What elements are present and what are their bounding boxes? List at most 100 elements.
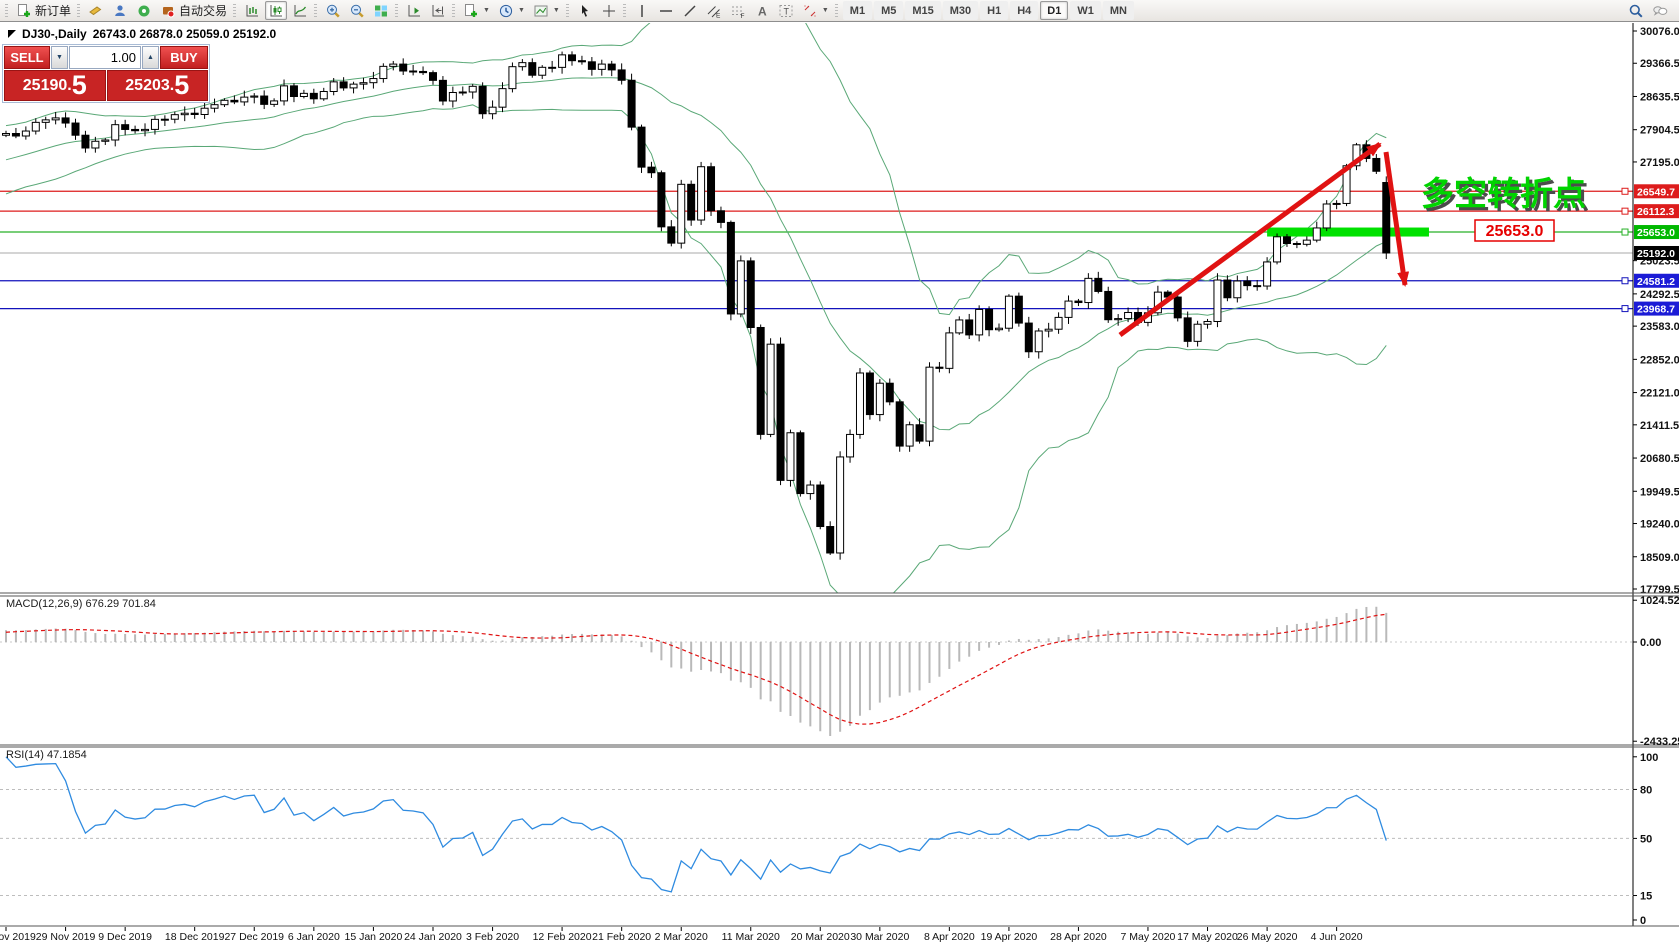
- date-tick-label[interactable]: 7 May 2020: [1121, 931, 1176, 943]
- crosshair-button[interactable]: [598, 1, 620, 20]
- svg-text:E: E: [716, 12, 721, 19]
- date-tick-label[interactable]: 15 Jan 2020: [345, 931, 403, 943]
- one-click-collapse-icon[interactable]: [8, 30, 16, 38]
- date-tick-label[interactable]: 26 May 2020: [1237, 931, 1298, 943]
- date-tick-label[interactable]: 3 Feb 2020: [466, 931, 519, 943]
- date-tick-label[interactable]: 18 Dec 2019: [165, 931, 225, 943]
- vertical-line-button[interactable]: [631, 1, 653, 20]
- tile-windows-button[interactable]: [370, 1, 392, 20]
- date-tick-label[interactable]: 27 Dec 2019: [224, 931, 284, 943]
- candles-layer: [2, 51, 1391, 560]
- auto-scroll-button[interactable]: [427, 1, 449, 20]
- candlestick: [1014, 292, 1023, 327]
- candle-chart-button[interactable]: [265, 1, 288, 20]
- candlestick: [1004, 294, 1013, 332]
- date-tick-label[interactable]: 21 Feb 2020: [592, 931, 651, 943]
- candlestick: [150, 115, 159, 135]
- zoom-out-button[interactable]: [346, 1, 368, 20]
- line-handle[interactable]: [1621, 207, 1629, 215]
- volume-decrease-button[interactable]: ▼: [51, 46, 68, 69]
- timeframe-m30-button[interactable]: M30: [942, 1, 979, 20]
- trendline-button[interactable]: [679, 1, 701, 20]
- line-chart-button[interactable]: [289, 1, 311, 20]
- chart-shift-button[interactable]: [403, 1, 425, 20]
- line-handle[interactable]: [1621, 228, 1629, 236]
- date-tick-label[interactable]: 29 Nov 2019: [36, 931, 96, 943]
- search-button[interactable]: [1625, 1, 1647, 20]
- text-label-button[interactable]: T: [775, 1, 797, 20]
- chat-button[interactable]: [1649, 1, 1671, 20]
- horizontal-line-button[interactable]: [655, 1, 677, 20]
- candlestick: [478, 82, 487, 119]
- templates-button[interactable]: ▼: [530, 1, 563, 20]
- timeframe-m1-button[interactable]: M1: [842, 1, 873, 20]
- candlestick: [1034, 328, 1043, 359]
- date-tick-label[interactable]: 8 Apr 2020: [924, 931, 975, 943]
- navigator-button[interactable]: [133, 1, 155, 20]
- timeframe-h4-button[interactable]: H4: [1010, 1, 1039, 20]
- trend-arrow-up[interactable]: [1118, 141, 1382, 338]
- data-window-button[interactable]: [109, 1, 131, 20]
- line-handle[interactable]: [1621, 277, 1629, 285]
- toolbar-grip: [314, 3, 318, 18]
- new-chart-button[interactable]: ▼: [460, 1, 493, 20]
- date-tick-label[interactable]: 12 Feb 2020: [533, 931, 592, 943]
- price-label-box[interactable]: [1474, 219, 1555, 242]
- date-tick-label[interactable]: 17 May 2020: [1177, 931, 1238, 943]
- sell-price[interactable]: 25190. 5: [4, 70, 106, 101]
- sell-button[interactable]: SELL: [4, 46, 50, 69]
- date-tick-label[interactable]: 20 Nov 2019: [0, 931, 36, 943]
- profiles-button[interactable]: ▼: [495, 1, 528, 20]
- date-tick-label[interactable]: 30 Mar 2020: [850, 931, 909, 943]
- auto-trading-button[interactable]: 自动交易: [157, 1, 230, 20]
- fibonacci-button[interactable]: F: [727, 1, 749, 20]
- candlestick: [31, 118, 40, 135]
- line-handle[interactable]: [1621, 305, 1629, 313]
- volume-increase-button[interactable]: ▲: [142, 46, 159, 69]
- new-order-button[interactable]: 新订单: [13, 1, 74, 20]
- candlestick: [319, 87, 328, 101]
- zoom-in-button[interactable]: [322, 1, 344, 20]
- line-handle[interactable]: [1621, 187, 1629, 195]
- cursor-button[interactable]: [574, 1, 596, 20]
- candlestick: [1292, 241, 1301, 249]
- candlestick: [41, 116, 50, 129]
- date-tick-label[interactable]: 24 Jan 2020: [404, 931, 462, 943]
- timeframe-m5-button[interactable]: M5: [874, 1, 904, 20]
- bar-chart-button[interactable]: [241, 1, 263, 20]
- buy-button[interactable]: BUY: [160, 46, 208, 69]
- timeframe-w1-button[interactable]: W1: [1070, 1, 1101, 20]
- candlestick: [21, 126, 30, 140]
- date-tick-label[interactable]: 2 Mar 2020: [655, 931, 708, 943]
- turning-point-level-bar[interactable]: [1267, 227, 1429, 237]
- candlestick: [1352, 142, 1361, 171]
- turning-point-annotation[interactable]: 多空转折点: [1421, 175, 1586, 212]
- volume-input[interactable]: [69, 46, 141, 69]
- buy-price[interactable]: 25203. 5: [106, 70, 208, 101]
- timeframe-mn-button[interactable]: MN: [1102, 1, 1134, 20]
- market-watch-button[interactable]: [85, 1, 107, 20]
- date-tick-label[interactable]: 4 Jun 2020: [1311, 931, 1363, 943]
- date-tick-label[interactable]: 19 Apr 2020: [981, 931, 1038, 943]
- macd-axis-label: 0.00: [1640, 637, 1661, 649]
- date-tick-label[interactable]: 11 Mar 2020: [722, 931, 780, 943]
- candlestick: [796, 430, 805, 497]
- tline-icon: [682, 3, 698, 19]
- candlestick: [687, 180, 696, 226]
- candlestick: [220, 98, 229, 108]
- date-tick-label[interactable]: 20 Mar 2020: [791, 931, 850, 943]
- date-tick-label[interactable]: 6 Jan 2020: [288, 931, 340, 943]
- timeframe-m15-button[interactable]: M15: [905, 1, 941, 20]
- trend-arrow-down[interactable]: [1383, 151, 1410, 287]
- date-tick-label[interactable]: 28 Apr 2020: [1050, 931, 1107, 943]
- channel-button[interactable]: E: [703, 1, 725, 20]
- timeframe-d1-button[interactable]: D1: [1040, 1, 1069, 20]
- candlestick: [647, 161, 656, 178]
- text-button[interactable]: A: [751, 1, 773, 20]
- date-tick-label[interactable]: 9 Dec 2019: [98, 931, 152, 943]
- timeframe-h1-button[interactable]: H1: [980, 1, 1009, 20]
- channel-icon: E: [706, 3, 722, 19]
- candlestick: [339, 77, 348, 91]
- arrows-button[interactable]: ▼: [799, 1, 832, 20]
